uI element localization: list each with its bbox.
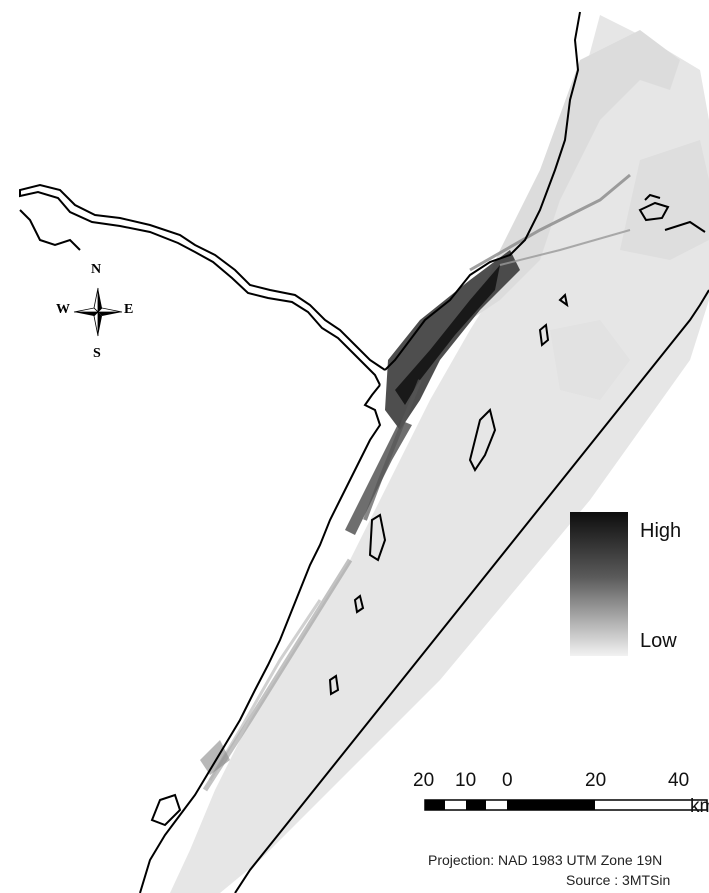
compass-east-label: E xyxy=(124,302,134,317)
legend-high-label: High xyxy=(640,520,682,542)
compass-north-label: N xyxy=(91,262,102,277)
source-note: Source : 3MTSin xyxy=(566,872,671,888)
density-hotspot xyxy=(200,173,631,792)
projection-note: Projection: NAD 1983 UTM Zone 19N xyxy=(428,852,663,868)
scale-tick-label: 10 xyxy=(455,770,477,791)
scale-tick-label: 20 xyxy=(413,770,435,791)
legend-gradient-bar xyxy=(570,512,628,656)
compass-south-label: S xyxy=(93,346,101,361)
scale-bar xyxy=(424,799,708,811)
compass-west-label: W xyxy=(56,302,70,317)
legend-low-label: Low xyxy=(640,630,677,652)
compass-rose xyxy=(73,287,123,337)
density-background xyxy=(170,15,709,893)
scale-tick-label: 0 xyxy=(502,770,513,791)
coastlines xyxy=(19,11,709,893)
scale-tick-label: 40 xyxy=(668,770,690,791)
scale-unit-label: km xyxy=(690,796,709,817)
scale-tick-label: 20 xyxy=(585,770,607,791)
